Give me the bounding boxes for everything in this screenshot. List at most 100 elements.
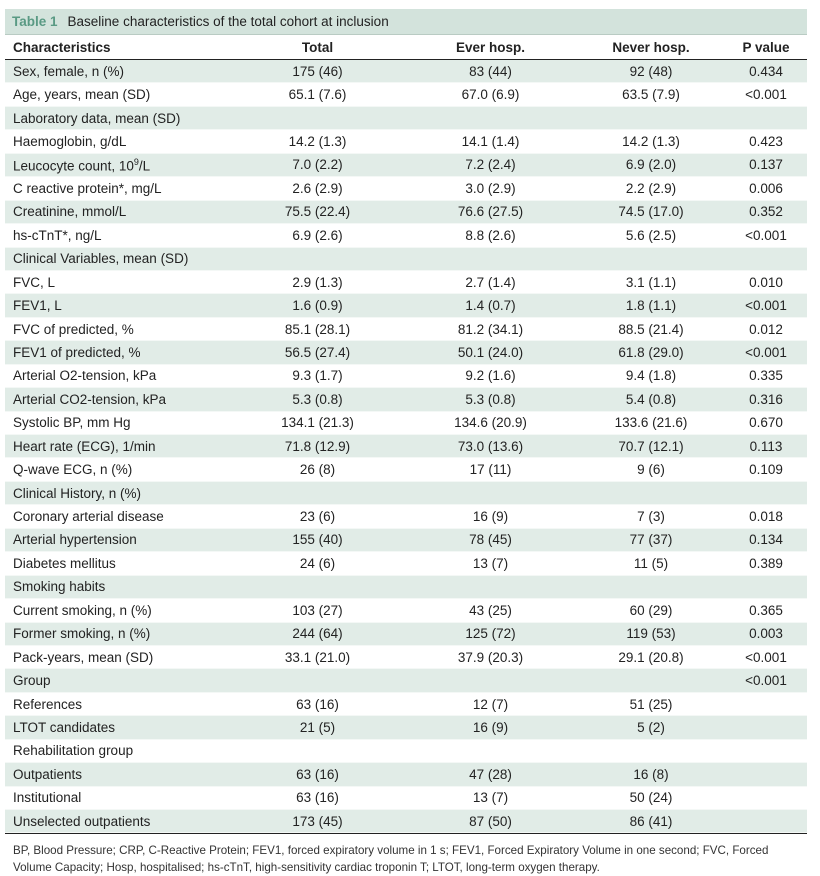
cell-p-value (725, 786, 807, 811)
cell-text: 21 (5) (299, 719, 336, 735)
cell-text: 0.010 (749, 274, 783, 290)
cell-ever-hosp: 83 (44) (404, 59, 577, 84)
cell-text: <0.001 (745, 87, 787, 103)
cell-ever-hosp: 50.1 (24.0) (404, 340, 577, 365)
cell-p-value: <0.001 (725, 82, 807, 107)
cell-total: 6.9 (2.6) (231, 223, 404, 248)
cell-never-hosp: 92 (48) (577, 59, 725, 84)
cell-text: 14.2 (1.3) (622, 134, 680, 150)
cell-text: 0.109 (749, 462, 783, 478)
cell-text: 5.4 (0.8) (625, 391, 677, 407)
cell-characteristic: Haemoglobin, g/dL (5, 129, 231, 154)
cell-text: 3.0 (2.9) (465, 180, 516, 196)
cell-never-hosp: 74.5 (17.0) (577, 200, 725, 225)
cell-total (231, 106, 404, 131)
cell-text: 1.4 (0.7) (465, 298, 516, 314)
cell-p-value (725, 762, 807, 787)
cell-p-value: 0.003 (725, 622, 807, 646)
cell-text: 7.0 (2.2) (292, 157, 343, 173)
cell-text: FEV1, L (13, 298, 62, 314)
cell-text: 71.8 (12.9) (284, 438, 351, 454)
cell-p-value (725, 106, 807, 131)
cell-characteristic: FVC of predicted, % (5, 317, 231, 342)
cell-text: 134.1 (21.3) (281, 415, 354, 431)
cell-text: Leucocyte count, 10 (13, 158, 134, 174)
cell-total: 2.9 (1.3) (231, 270, 404, 295)
cell-text: Systolic BP, mm Hg (13, 415, 131, 431)
cell-total: 33.1 (21.0) (231, 645, 404, 670)
cell-characteristic: Unselected outpatients (5, 809, 231, 834)
cell-never-hosp (577, 481, 725, 506)
cell-text: 70.7 (12.1) (618, 438, 684, 454)
cell-text: 0.335 (749, 368, 783, 384)
cell-text: 0.137 (749, 157, 783, 173)
cell-superscript: 9 (133, 156, 139, 167)
cell-text: 77 (37) (629, 532, 673, 548)
cell-text: 7.2 (2.4) (465, 157, 516, 173)
cell-ever-hosp: 87 (50) (404, 809, 577, 834)
table-row: Leucocyte count, 109/L 7.0 (2.2) 7.2 (2.4)… (5, 153, 807, 178)
cell-text: LTOT candidates (13, 719, 116, 735)
cell-text: 7 (3) (637, 509, 665, 525)
cell-characteristic: Laboratory data, mean (SD) (5, 106, 231, 131)
cell-p-value (725, 481, 807, 506)
cell-ever-hosp: 2.7 (1.4) (404, 270, 577, 295)
table-row: Sex, female, n (%) 175 (46) 83 (44) 92 (48)… (5, 59, 807, 84)
table-row: References 63 (16) 12 (7) 51 (25) (5, 692, 807, 717)
cell-characteristic: Current smoking, n (%) (5, 598, 231, 623)
cell-never-hosp (577, 668, 725, 693)
cell-text: 14.2 (1.3) (288, 134, 347, 150)
cell-ever-hosp (404, 668, 577, 693)
cell-total: 14.2 (1.3) (231, 129, 404, 154)
cell-never-hosp: 61.8 (29.0) (577, 340, 725, 365)
cell-text: 61.8 (29.0) (618, 344, 684, 360)
cell-total: 23 (6) (231, 504, 404, 529)
cell-text: 88.5 (21.4) (618, 321, 684, 337)
cell-text: 29.1 (20.8) (618, 649, 684, 665)
cell-never-hosp: 50 (24) (577, 786, 725, 811)
cell-text: 16 (9) (472, 509, 509, 525)
cell-never-hosp: 9 (6) (577, 457, 725, 482)
cell-ever-hosp: 76.6 (27.5) (404, 200, 577, 225)
table-row: Former smoking, n (%) 244 (64) 125 (72) 119… (5, 622, 807, 646)
cell-text: 47 (28) (469, 766, 512, 782)
cell-p-value (725, 247, 807, 271)
cell-text: 2.7 (1.4) (465, 274, 516, 290)
cell-p-value (725, 715, 807, 740)
cell-total: 63 (16) (231, 762, 404, 787)
cell-text: FEV1 of predicted, % (13, 344, 141, 360)
cell-text: 5.3 (0.8) (465, 391, 516, 407)
cell-text: 50.1 (24.0) (457, 344, 524, 360)
table-row: FEV1, L 1.6 (0.9) 1.4 (0.7) 1.8 (1.1) <0.001 (5, 293, 807, 318)
cell-text: 155 (40) (292, 532, 343, 548)
cell-text: 0.434 (749, 63, 783, 79)
table-row: Arterial O2-tension, kPa 9.3 (1.7) 9.2 (1.… (5, 364, 807, 389)
cell-text: Arterial O2-tension, kPa (13, 368, 157, 384)
table-title: Baseline characteristics of the total co… (67, 14, 389, 29)
cell-text: 134.6 (20.9) (454, 415, 527, 431)
cell-text: Rehabilitation group (13, 743, 134, 759)
cell-text: Heart rate (ECG), 1/min (13, 438, 156, 454)
cell-ever-hosp: 73.0 (13.6) (404, 434, 577, 459)
cell-text: 83 (44) (469, 63, 512, 79)
cell-text: Haemoglobin, g/dL (13, 134, 127, 150)
cell-never-hosp: 133.6 (21.6) (577, 411, 725, 436)
cell-text: 85.1 (28.1) (284, 321, 351, 337)
cell-text: <0.001 (745, 649, 787, 665)
cell-ever-hosp (404, 247, 577, 271)
table-row: Pack-years, mean (SD) 33.1 (21.0) 37.9 (20… (5, 645, 807, 670)
cell-ever-hosp: 12 (7) (404, 692, 577, 717)
table-caption: Table 1 Baseline characteristics of the t… (5, 9, 807, 35)
cell-text: 63.5 (7.9) (622, 87, 680, 103)
cell-text: 8.8 (2.6) (465, 227, 516, 243)
cell-total (231, 247, 404, 271)
cell-p-value: <0.001 (725, 340, 807, 365)
cell-characteristic: Arterial O2-tension, kPa (5, 364, 231, 389)
cell-total: 155 (40) (231, 528, 404, 553)
cell-text: 1.6 (0.9) (292, 298, 343, 314)
cell-never-hosp: 119 (53) (577, 622, 725, 646)
cell-total: 134.1 (21.3) (231, 411, 404, 436)
cell-characteristic: Coronary arterial disease (5, 504, 231, 529)
cell-total: 5.3 (0.8) (231, 387, 404, 412)
table-row: Smoking habits (5, 575, 807, 600)
